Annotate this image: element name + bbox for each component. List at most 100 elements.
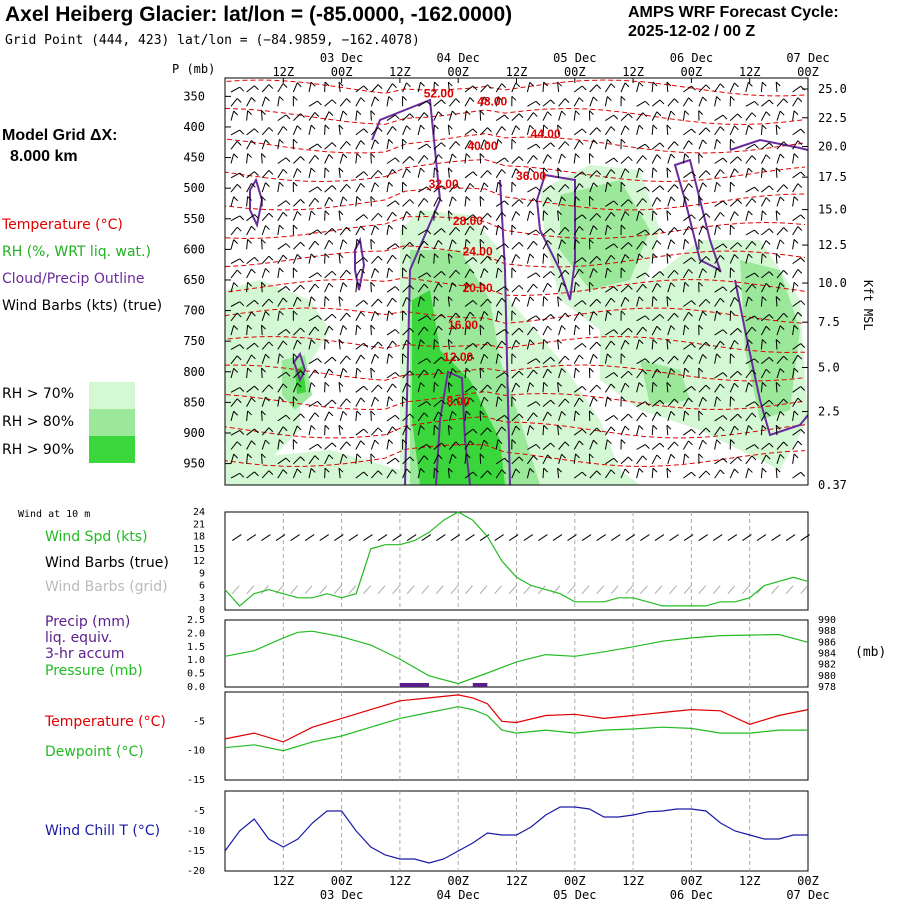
wind-barb-flag [702, 439, 707, 445]
wind-barb-flag [761, 81, 767, 87]
wind-barb [636, 425, 640, 436]
wind-barb-flag [346, 226, 351, 232]
wind-barb [683, 85, 692, 93]
wind-barb [355, 428, 365, 436]
wind-barb-flag [768, 185, 774, 191]
top-time-date-label: 05 Dec [553, 51, 596, 65]
wind-barb-flag [797, 397, 803, 403]
wind-barb-flag [282, 168, 288, 174]
true-wind-barb [465, 534, 475, 541]
wind-barb-flag [268, 127, 274, 132]
wind-barb-flag [239, 129, 245, 135]
wind-barb-flag [557, 424, 562, 430]
wind-barb [605, 243, 615, 250]
wind-barb [558, 282, 563, 293]
grid-wind-barb [494, 585, 503, 594]
wind-barb-flag [716, 139, 721, 144]
wind-barb-flag [483, 268, 489, 273]
wind-barb-flag [338, 167, 344, 173]
cloud-outline [734, 279, 808, 437]
wind-barb [402, 425, 407, 436]
true-wind-barb [683, 534, 694, 541]
wind-barb-flag [800, 257, 806, 263]
wind-barb [417, 401, 428, 408]
wind-barb-flag [317, 401, 322, 406]
wind-barb [308, 382, 312, 393]
cross-section-clip [225, 79, 816, 485]
wind-barb-flag [719, 169, 725, 174]
wind-barb [386, 340, 393, 350]
wind-barb [511, 297, 517, 307]
wind-barb [308, 358, 318, 365]
wind-barb [261, 255, 270, 264]
kft-tick-label: 5.0 [818, 360, 840, 374]
wind-barb [527, 143, 537, 150]
wind-barb-flag [409, 113, 415, 118]
wind-barb-flag [688, 354, 693, 360]
wind-barb [370, 367, 372, 379]
wind-barb [246, 239, 249, 250]
wind-barbs-true-label: Wind Barbs (true) [45, 555, 169, 571]
wind-barb-flag [497, 224, 503, 230]
wind-barb-flag [613, 243, 619, 249]
isotherm-line [225, 277, 806, 296]
rh-area [225, 450, 420, 485]
wind-barb [511, 370, 520, 379]
wind-barb [527, 186, 537, 193]
wind-barb [745, 198, 753, 207]
isotherm-line [225, 336, 806, 353]
wind-barb [292, 125, 298, 136]
wind-barb-flag [652, 424, 658, 430]
wind-barb [230, 472, 241, 479]
wind-barb-flag [812, 226, 816, 230]
wind-barb [761, 228, 770, 236]
wind-barb [433, 442, 442, 450]
wind-barb-flag [561, 110, 566, 116]
wind-barb [448, 196, 453, 207]
cloud-outline [249, 177, 264, 229]
wind-barb [620, 82, 626, 93]
wind-barb-flag [768, 99, 774, 105]
wind-barb-flag [441, 442, 446, 448]
wind-barb-flag [793, 324, 799, 330]
kft-tick-label: 12.5 [818, 238, 847, 252]
wind-chill-label: Wind Chill T (°C) [45, 823, 161, 839]
legend-cloud: Cloud/Precip Outline [2, 271, 145, 287]
wind-barb [277, 426, 284, 436]
wind-barb-flag [564, 269, 570, 275]
wind-barb [292, 468, 298, 479]
wind-barb [542, 111, 548, 121]
wind-barb [261, 354, 266, 364]
rh-legend-80: RH > 80% [2, 414, 75, 430]
true-wind-barb [232, 534, 242, 541]
wind-barb [511, 156, 520, 164]
wind-barb-flag [247, 410, 252, 416]
wind-barb-flag [716, 96, 721, 101]
wind-barb [682, 410, 686, 421]
wind-barb [604, 267, 608, 278]
temperature-tick-label: -15 [187, 775, 205, 786]
wind-barb-flag [535, 229, 541, 235]
grid-wind-barb [333, 585, 342, 594]
wind-barb [526, 468, 531, 479]
top-time-hour-label: 00Z [331, 65, 353, 79]
wind-barb [308, 143, 318, 150]
wind-barb [433, 425, 435, 436]
wind-barb-flag [487, 84, 492, 90]
grid-wind-barb [348, 585, 357, 594]
wind-barb [355, 282, 358, 293]
wind-barb-flag [377, 427, 383, 433]
wind-barb [324, 240, 330, 250]
wind-barb-flag [254, 85, 259, 91]
wind-barb-flag [722, 243, 728, 249]
wind-barb [433, 197, 439, 207]
wind-barb [511, 82, 517, 93]
wind-barb-flag [487, 127, 492, 132]
wind-barb [573, 140, 580, 150]
wind-barb-flag [394, 200, 400, 206]
wind-barb [666, 167, 669, 178]
wind-barb [308, 283, 316, 293]
wind-barb [308, 369, 316, 379]
wind-barb-flag [666, 296, 672, 301]
wind-barb-flag [426, 358, 432, 363]
